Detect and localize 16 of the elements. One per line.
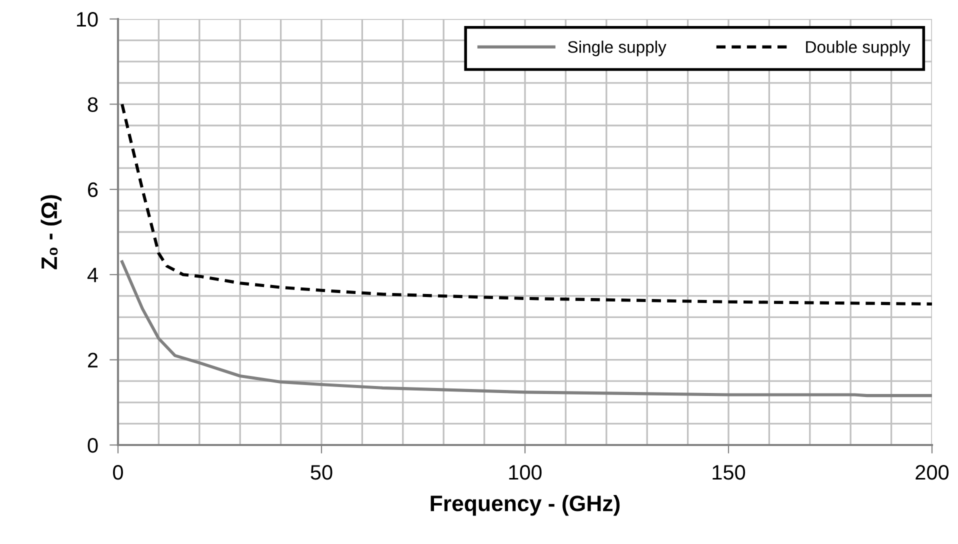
x-axis-title: Frequency - (GHz) [430,494,620,516]
y-tick-label: 2 [88,352,98,368]
legend-label: Single supply [568,40,666,56]
x-tick-label: 150 [712,464,746,480]
y-tick-label: 0 [88,438,98,453]
x-tick-label: 50 [310,464,332,480]
x-tick-label: 200 [916,464,949,480]
x-tick-label: 100 [509,464,542,480]
line-series [120,102,932,306]
y-axis-title: Z₀ - (Ω) [40,195,62,270]
y-tick-label: 6 [88,182,98,198]
y-tick-label: 8 [88,97,98,112]
legend-label: Double supply [806,40,910,56]
y-tick-label: 10 [76,12,98,27]
y-tick-label: 4 [87,268,98,282]
x-tick-label: 0 [113,464,123,480]
